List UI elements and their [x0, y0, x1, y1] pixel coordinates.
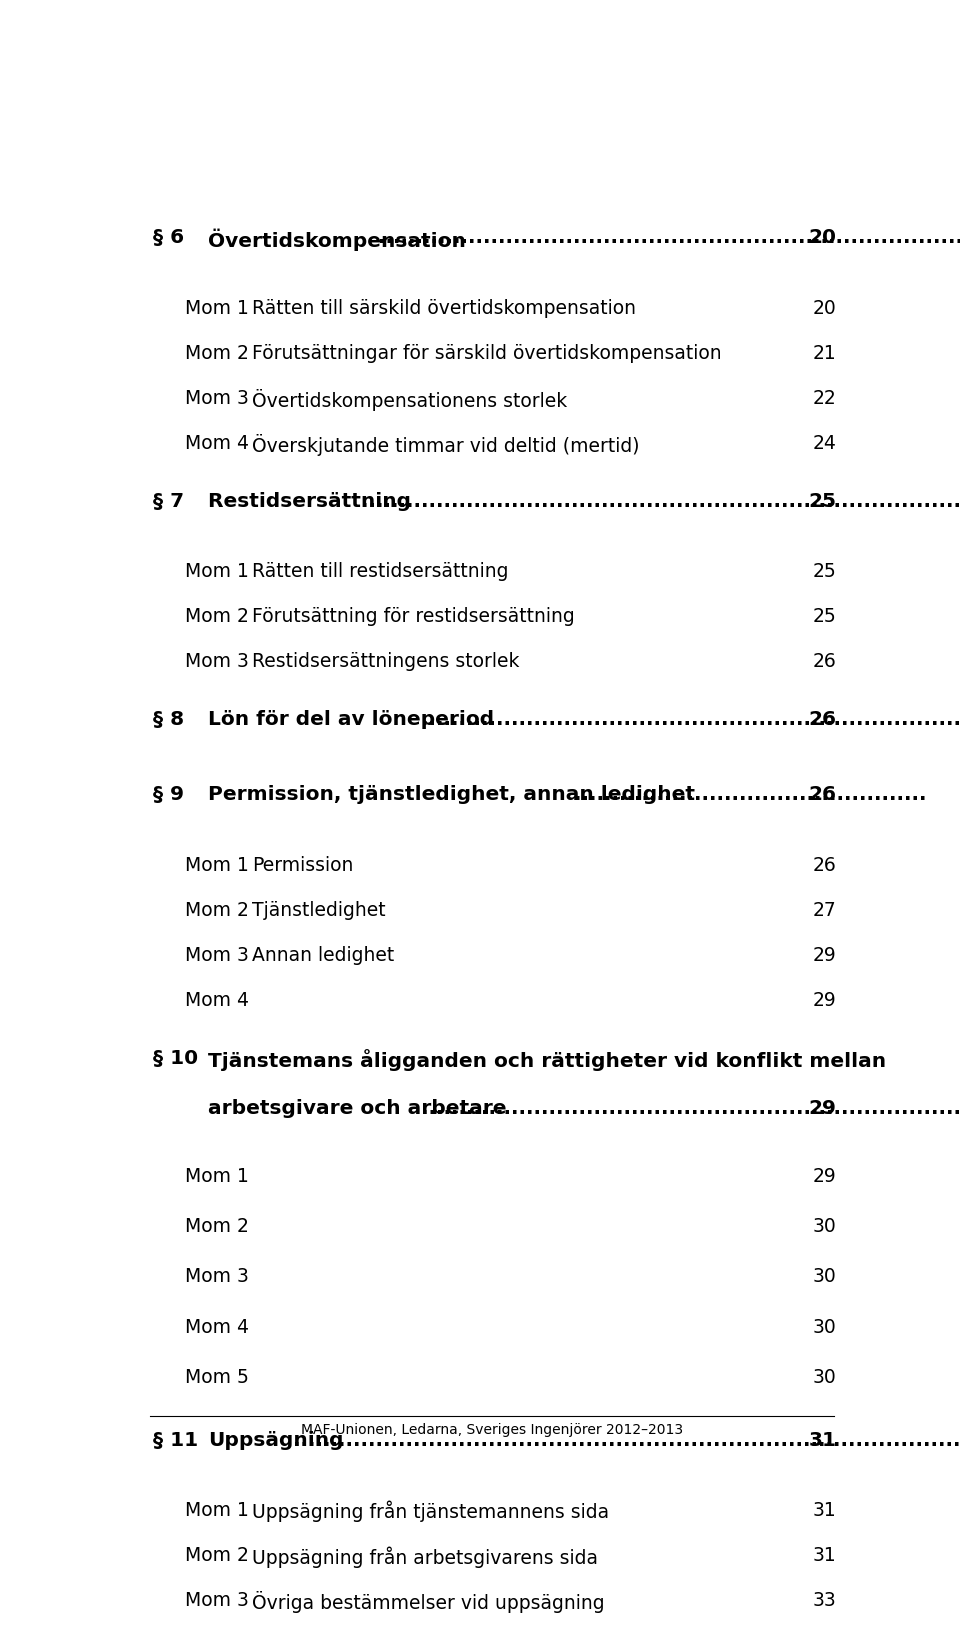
- Text: 25: 25: [808, 492, 836, 510]
- Text: ................................................................................: ........................................…: [293, 1431, 960, 1449]
- Text: Mom 2: Mom 2: [185, 1218, 250, 1236]
- Text: Mom 2: Mom 2: [185, 901, 250, 919]
- Text: Lön för del av löneperiod: Lön för del av löneperiod: [207, 711, 493, 729]
- Text: ...............................................: ........................................…: [574, 786, 926, 805]
- Text: 26: 26: [808, 711, 836, 729]
- Text: Mom 1: Mom 1: [185, 856, 250, 875]
- Text: ..............................................................................: ........................................…: [420, 711, 960, 729]
- Text: MAF-Unionen, Ledarna, Sveriges Ingenjörer 2012–2013: MAF-Unionen, Ledarna, Sveriges Ingenjöre…: [300, 1423, 684, 1438]
- Text: Överskjutande timmar vid deltid (mertid): Överskjutande timmar vid deltid (mertid): [252, 434, 640, 456]
- Text: Mom 1: Mom 1: [185, 298, 250, 318]
- Text: Mom 4: Mom 4: [185, 1317, 250, 1337]
- Text: 26: 26: [808, 786, 836, 805]
- Text: Uppsägning från arbetsgivarens sida: Uppsägning från arbetsgivarens sida: [252, 1547, 598, 1568]
- Text: 31: 31: [808, 1431, 836, 1449]
- Text: 30: 30: [813, 1218, 836, 1236]
- Text: § 8: § 8: [154, 711, 184, 729]
- Text: Mom 2: Mom 2: [185, 1547, 250, 1565]
- Text: Mom 3: Mom 3: [185, 1591, 250, 1610]
- Text: § 6: § 6: [154, 228, 184, 248]
- Text: 31: 31: [813, 1547, 836, 1565]
- Text: 31: 31: [813, 1501, 836, 1519]
- Text: Uppsägning: Uppsägning: [207, 1431, 344, 1449]
- Text: Mom 1: Mom 1: [185, 1167, 250, 1187]
- Text: Permission: Permission: [252, 856, 354, 875]
- Text: Förutsättning för restidsersättning: Förutsättning för restidsersättning: [252, 608, 575, 626]
- Text: § 10: § 10: [154, 1050, 199, 1068]
- Text: ..............................................................................: ........................................…: [420, 1099, 960, 1118]
- Text: 30: 30: [813, 1268, 836, 1286]
- Text: Tjänstledighet: Tjänstledighet: [252, 901, 386, 919]
- Text: 27: 27: [813, 901, 836, 919]
- Text: Rätten till särskild övertidskompensation: Rätten till särskild övertidskompensatio…: [252, 298, 636, 318]
- Text: 26: 26: [813, 652, 836, 672]
- Text: 26: 26: [813, 856, 836, 875]
- Text: Mom 2: Mom 2: [185, 608, 250, 626]
- Text: Övertidskompensationens storlek: Övertidskompensationens storlek: [252, 390, 567, 411]
- Text: Mom 1: Mom 1: [185, 1501, 250, 1519]
- Text: 33: 33: [813, 1591, 836, 1610]
- Text: 22: 22: [813, 390, 836, 408]
- Text: Tjänstemans åligganden och rättigheter vid konflikt mellan: Tjänstemans åligganden och rättigheter v…: [207, 1050, 886, 1071]
- Text: Mom 3: Mom 3: [185, 945, 250, 965]
- Text: Restidsersättning: Restidsersättning: [207, 492, 418, 510]
- Text: § 11: § 11: [154, 1431, 199, 1449]
- Text: Mom 4: Mom 4: [185, 991, 250, 1011]
- Text: Övriga bestämmelser vid uppsägning: Övriga bestämmelser vid uppsägning: [252, 1591, 605, 1614]
- Text: Mom 4: Mom 4: [185, 434, 250, 453]
- Text: Annan ledighet: Annan ledighet: [252, 945, 395, 965]
- Text: 21: 21: [813, 344, 836, 363]
- Text: Mom 3: Mom 3: [185, 652, 250, 672]
- Text: Uppsägning från tjänstemannens sida: Uppsägning från tjänstemannens sida: [252, 1501, 610, 1522]
- Text: 29: 29: [813, 1167, 836, 1187]
- Text: Mom 5: Mom 5: [185, 1368, 250, 1387]
- Text: Förutsättningar för särskild övertidskompensation: Förutsättningar för särskild övertidskom…: [252, 344, 722, 363]
- Text: § 9: § 9: [154, 786, 184, 805]
- Text: arbetsgivare och arbetare: arbetsgivare och arbetare: [207, 1099, 506, 1118]
- Text: ................................................................................: ........................................…: [361, 492, 960, 510]
- Text: 30: 30: [813, 1317, 836, 1337]
- Text: 30: 30: [813, 1368, 836, 1387]
- Text: Permission, tjänstledighet, annan ledighet: Permission, tjänstledighet, annan ledigh…: [207, 786, 702, 805]
- Text: Mom 1: Mom 1: [185, 562, 250, 580]
- Text: 24: 24: [812, 434, 836, 453]
- Text: 20: 20: [808, 228, 836, 248]
- Text: Mom 2: Mom 2: [185, 344, 250, 363]
- Text: 25: 25: [813, 562, 836, 580]
- Text: Mom 3: Mom 3: [185, 390, 250, 408]
- Text: 29: 29: [808, 1099, 836, 1118]
- Text: 29: 29: [813, 945, 836, 965]
- Text: ................................................................................: ........................................…: [378, 228, 960, 248]
- Text: 29: 29: [813, 991, 836, 1011]
- Text: Mom 3: Mom 3: [185, 1268, 250, 1286]
- Text: 20: 20: [813, 298, 836, 318]
- Text: § 7: § 7: [154, 492, 184, 510]
- Text: Övertidskompensation: Övertidskompensation: [207, 228, 466, 251]
- Text: 25: 25: [813, 608, 836, 626]
- Text: Restidsersättningens storlek: Restidsersättningens storlek: [252, 652, 520, 672]
- Text: Rätten till restidsersättning: Rätten till restidsersättning: [252, 562, 509, 580]
